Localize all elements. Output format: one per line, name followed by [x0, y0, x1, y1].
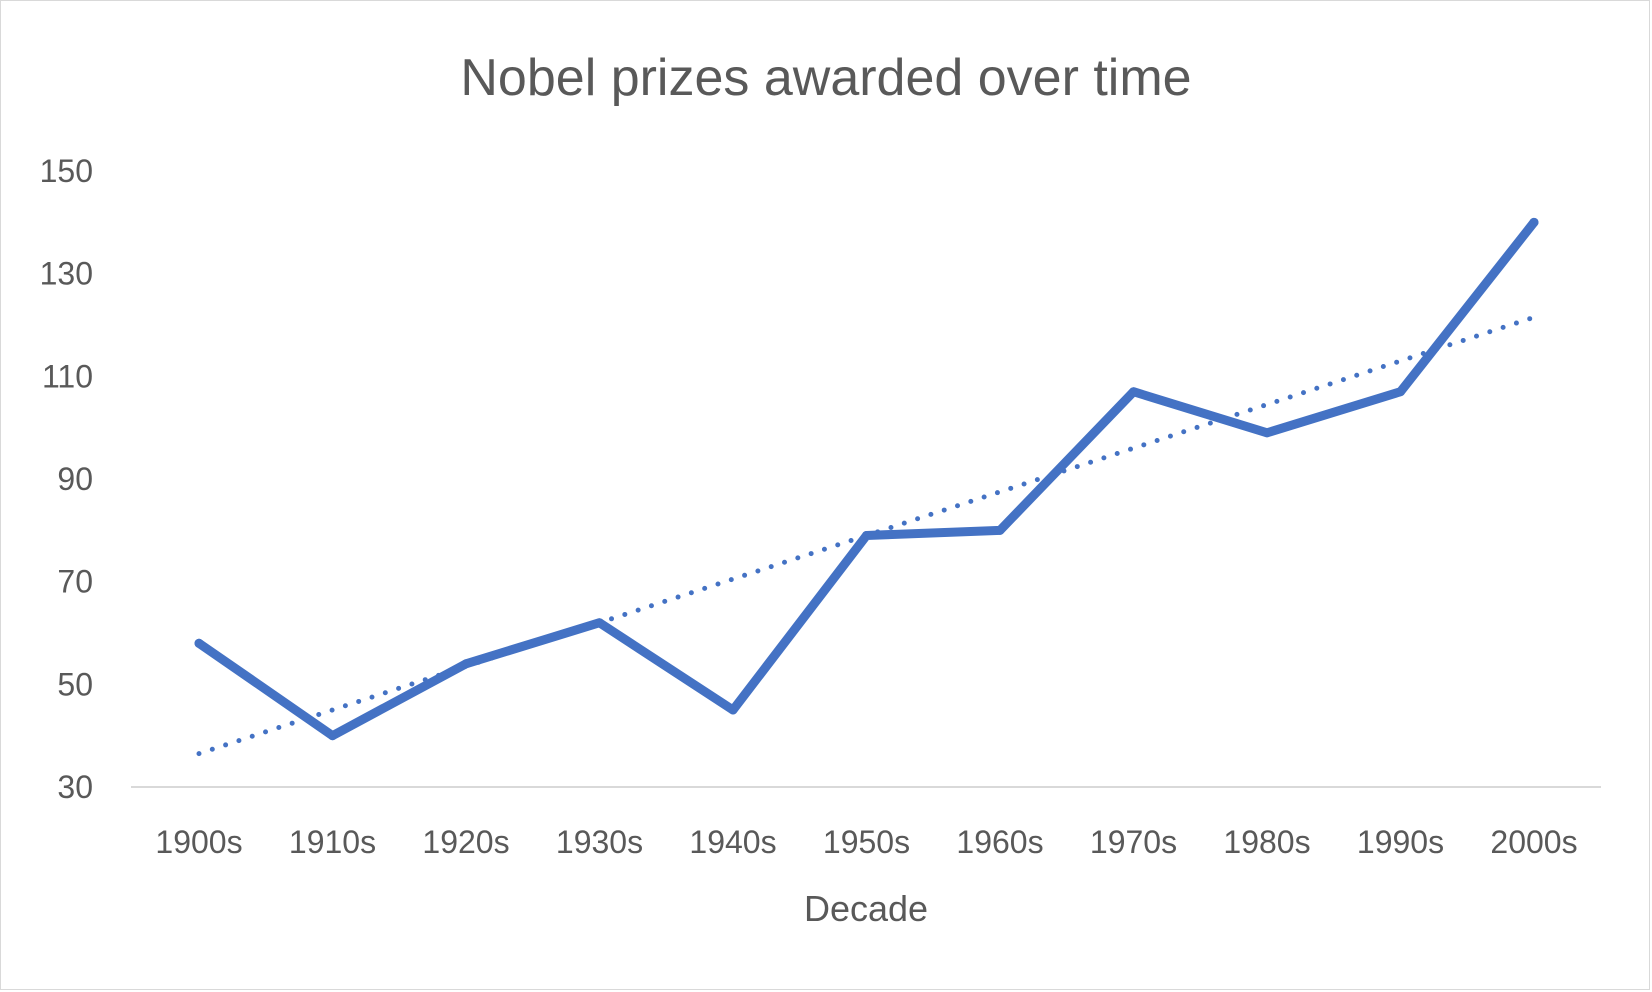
data-point	[194, 638, 204, 648]
data-point	[595, 618, 604, 628]
data-point	[328, 731, 337, 741]
series-line	[194, 217, 1539, 741]
chart-title: Nobel prizes awarded over time	[460, 49, 1191, 107]
x-tick-label: 1990s	[1357, 824, 1444, 860]
y-tick-label: 70	[57, 564, 93, 600]
x-tick-label: 1900s	[155, 824, 242, 860]
data-point	[728, 705, 738, 715]
x-tick-label: 1980s	[1223, 824, 1310, 860]
y-tick-label: 90	[57, 461, 93, 497]
x-tick-label: 1920s	[422, 824, 509, 860]
y-tick-label: 130	[40, 256, 93, 292]
x-axis-title: Decade	[804, 888, 928, 929]
data-point	[1396, 387, 1405, 397]
y-tick-label: 150	[40, 153, 93, 189]
data-point	[461, 659, 471, 669]
x-axis-ticks: 1900s 1910s 1920s 1930s 1940s 1950s 1960s 1970s…	[155, 824, 1577, 860]
y-tick-label: 110	[42, 358, 93, 394]
y-tick-label: 50	[57, 666, 93, 702]
series-points	[194, 217, 1539, 741]
x-tick-label: 1930s	[556, 824, 643, 860]
x-tick-label: 1940s	[689, 824, 776, 860]
data-point	[1129, 387, 1138, 397]
data-point	[995, 525, 1005, 535]
data-point	[1529, 217, 1539, 227]
y-tick-label: 30	[57, 769, 93, 805]
data-point	[1262, 428, 1272, 438]
x-tick-label: 1950s	[823, 824, 910, 860]
x-tick-label: 1910s	[289, 824, 376, 860]
data-point	[862, 530, 871, 540]
x-tick-label: 1970s	[1090, 824, 1177, 860]
x-tick-label: 1960s	[956, 824, 1043, 860]
x-tick-label: 2000s	[1490, 824, 1577, 860]
y-axis-ticks: 30 50 70 90 110 130 150	[40, 153, 93, 805]
